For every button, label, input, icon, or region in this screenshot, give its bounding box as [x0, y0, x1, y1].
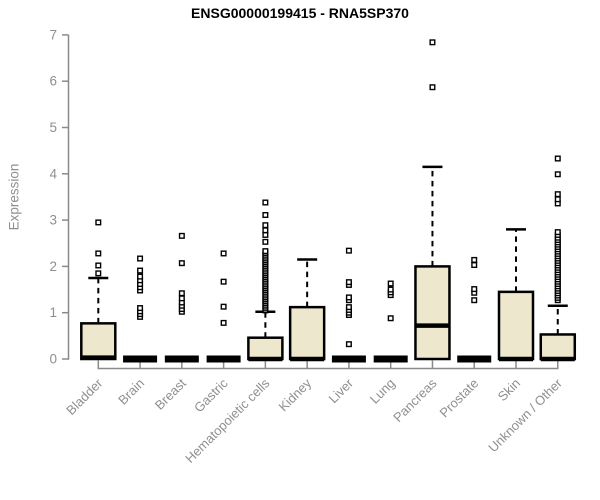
x-category-label-liver: Liver: [326, 375, 357, 406]
outlier-point: [178, 295, 185, 302]
y-tick-label: 3: [49, 213, 57, 228]
outlier-point: [220, 250, 227, 257]
outlier-point: [95, 270, 102, 277]
outlier-point: [262, 248, 269, 255]
iqr-box: [539, 333, 577, 361]
y-tick-label: 0: [49, 352, 57, 367]
chart-title: ENSG00000199415 - RNA5SP370: [191, 5, 409, 21]
x-category-label-kidney: Kidney: [276, 375, 315, 414]
outlier-point: [554, 191, 561, 198]
outlier-point: [95, 250, 102, 257]
x-category-label-pancreas: Pancreas: [390, 375, 440, 425]
outlier-point: [262, 227, 269, 234]
collapsed-box-bar: [373, 355, 408, 363]
outlier-point: [137, 273, 144, 280]
outlier-point: [345, 304, 352, 311]
y-tick-label: 6: [49, 74, 57, 89]
outlier-point: [554, 155, 561, 162]
outlier-point: [387, 280, 394, 287]
box-skin: [497, 228, 535, 362]
outlier-point: [262, 212, 269, 219]
collapsed-box-bar: [123, 355, 158, 363]
y-tick-label: 2: [49, 259, 57, 274]
outlier-point: [137, 267, 144, 274]
box-kidney: [288, 258, 326, 362]
outlier-point: [262, 238, 269, 245]
outlier-point: [178, 260, 185, 267]
box-liver: [331, 247, 366, 363]
box-prostate: [457, 256, 492, 363]
outlier-point: [345, 294, 352, 301]
x-category-label-bladder: Bladder: [63, 375, 106, 418]
x-category-label-lung: Lung: [367, 376, 398, 407]
outlier-point: [95, 219, 102, 226]
collapsed-box-bar: [206, 355, 241, 363]
outlier-point: [471, 262, 478, 269]
box-lung: [373, 280, 408, 363]
outlier-point: [471, 286, 478, 293]
outlier-point: [220, 303, 227, 310]
y-axis-label: Expression: [6, 163, 22, 231]
collapsed-box-bar: [331, 355, 366, 363]
box-hematopoietic-cells: [247, 199, 284, 362]
y-tick-label: 4: [49, 166, 57, 181]
y-tick-label: 5: [49, 120, 57, 135]
outlier-point: [554, 229, 561, 236]
y-tick-label: 1: [49, 305, 57, 320]
x-category-label-prostate: Prostate: [437, 376, 482, 421]
outlier-point: [429, 39, 436, 46]
outlier-point: [178, 290, 185, 297]
x-category-label-unknown-other: Unknown / Other: [485, 375, 565, 455]
outlier-point: [137, 305, 144, 312]
iqr-box: [288, 305, 326, 361]
collapsed-box-bar: [164, 355, 199, 363]
box-pancreas: [414, 39, 451, 361]
outlier-point: [387, 315, 394, 322]
x-category-label-breast: Breast: [152, 375, 189, 412]
box-breast: [164, 232, 199, 363]
outlier-point: [387, 286, 394, 293]
box-bladder: [80, 219, 117, 361]
outlier-point: [220, 278, 227, 285]
x-category-label-brain: Brain: [115, 376, 147, 408]
outlier-point: [220, 319, 227, 326]
box-brain: [123, 255, 158, 363]
outlier-point: [137, 255, 144, 262]
iqr-box: [414, 265, 451, 361]
outlier-point: [178, 232, 185, 239]
outlier-point: [345, 341, 352, 348]
box-gastric: [206, 250, 241, 363]
outlier-point: [95, 262, 102, 269]
outlier-point: [262, 222, 269, 229]
outlier-point: [554, 196, 561, 203]
outlier-point: [471, 256, 478, 263]
box-unknown-other: [539, 155, 577, 362]
x-category-label-skin: Skin: [495, 376, 523, 404]
y-tick-label: 7: [49, 27, 57, 42]
outlier-point: [429, 84, 436, 91]
outlier-point: [262, 231, 269, 238]
outlier-point: [262, 199, 269, 206]
iqr-box: [80, 322, 117, 361]
outlier-point: [471, 297, 478, 304]
outlier-point: [554, 171, 561, 178]
outlier-point: [345, 279, 352, 286]
x-category-label-gastric: Gastric: [191, 375, 231, 415]
iqr-box: [497, 290, 535, 361]
collapsed-box-bar: [457, 355, 492, 363]
iqr-box: [247, 336, 284, 361]
outlier-point: [345, 247, 352, 254]
